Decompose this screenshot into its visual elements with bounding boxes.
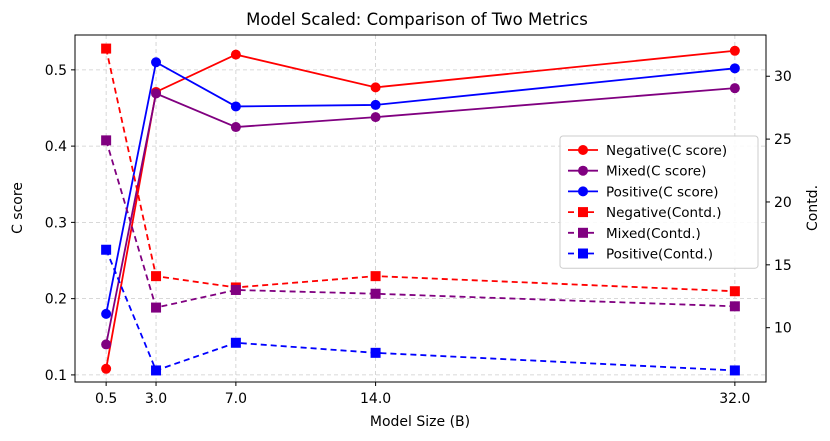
series-layer	[101, 43, 740, 376]
series-line-mixed-contd	[105, 140, 735, 309]
legend-marker-negative-c-score	[578, 145, 588, 155]
legend-label-negative-contd: Negative(Contd.)	[606, 205, 722, 221]
data-point-negative-c-score	[729, 45, 740, 56]
y-tick-label: 0.3	[45, 215, 67, 231]
legend-marker-mixed-contd	[578, 227, 588, 238]
data-point-negative-c-score	[101, 363, 112, 374]
x-tick-label: 3.0	[145, 391, 167, 407]
data-point-positive-contd	[729, 365, 740, 376]
chart-title: Model Scaled: Comparison of Two Metrics	[246, 10, 588, 29]
legend-marker-negative-contd	[578, 207, 588, 218]
legend-label-mixed-contd: Mixed(Contd.)	[606, 226, 701, 242]
y-tick-label: 0.1	[45, 368, 67, 384]
legend-label-positive-contd: Positive(Contd.)	[606, 247, 713, 263]
legend-marker-positive-c-score	[578, 186, 588, 197]
data-point-positive-c-score	[230, 101, 241, 112]
data-point-negative-c-score	[370, 82, 381, 93]
data-point-negative-contd	[370, 271, 381, 282]
data-point-mixed-c-score	[101, 339, 112, 350]
data-point-positive-c-score	[370, 99, 381, 110]
y-tick-label: 0.2	[45, 292, 67, 308]
legend-marker-mixed-c-score	[578, 165, 588, 176]
axes: 0.5 3.0 7.0 14.0 32.0 0.1 0.2 0.3 0.4 0.5 10 15 20 25…	[45, 63, 792, 407]
data-point-positive-c-score	[729, 63, 740, 74]
y-tick-label: 0.5	[45, 63, 67, 79]
data-point-negative-contd	[151, 271, 162, 282]
legend-marker-positive-contd	[578, 248, 588, 259]
data-point-positive-c-score	[151, 57, 162, 68]
plot-frame	[74, 34, 767, 383]
data-point-negative-contd	[729, 286, 740, 297]
y-axis-label: C score	[10, 182, 26, 234]
legend-label-mixed-c-score: Mixed(C score)	[606, 164, 706, 180]
data-point-mixed-c-score	[151, 88, 162, 99]
data-point-positive-contd	[151, 365, 162, 376]
data-point-mixed-contd	[101, 135, 112, 146]
data-point-positive-c-score	[101, 308, 112, 319]
legend-label-positive-c-score: Positive(C score)	[606, 184, 719, 200]
data-point-negative-c-score	[230, 49, 241, 60]
data-point-positive-contd	[370, 347, 381, 358]
data-point-mixed-c-score	[370, 112, 381, 123]
x-axis-label: Model Size (B)	[370, 414, 470, 430]
data-point-mixed-c-score	[729, 83, 740, 94]
y2-tick-label: 10	[774, 321, 792, 337]
data-point-negative-contd	[101, 43, 112, 54]
y2-axis-label: Contd.	[805, 185, 821, 231]
x-tick-label: 14.0	[360, 391, 391, 407]
x-tick-label: 0.5	[95, 391, 117, 407]
y2-tick-label: 25	[774, 132, 792, 148]
legend: Negative(C score) Mixed(C score) Positive(…	[559, 135, 759, 269]
data-point-positive-contd	[230, 337, 241, 348]
x-tick-label: 7.0	[225, 391, 247, 407]
y2-tick-label: 20	[774, 195, 792, 211]
data-point-mixed-c-score	[230, 122, 241, 133]
data-point-mixed-contd	[230, 284, 241, 295]
x-tick-label: 32.0	[719, 391, 750, 407]
y2-tick-label: 15	[774, 258, 792, 274]
data-point-mixed-contd	[151, 302, 162, 313]
legend-box	[559, 135, 759, 269]
legend-label-negative-c-score: Negative(C score)	[606, 143, 727, 159]
y2-tick-label: 30	[774, 69, 792, 85]
data-point-positive-contd	[101, 244, 112, 255]
data-point-mixed-contd	[370, 288, 381, 299]
data-point-mixed-contd	[729, 301, 740, 312]
y-tick-label: 0.4	[45, 139, 67, 155]
